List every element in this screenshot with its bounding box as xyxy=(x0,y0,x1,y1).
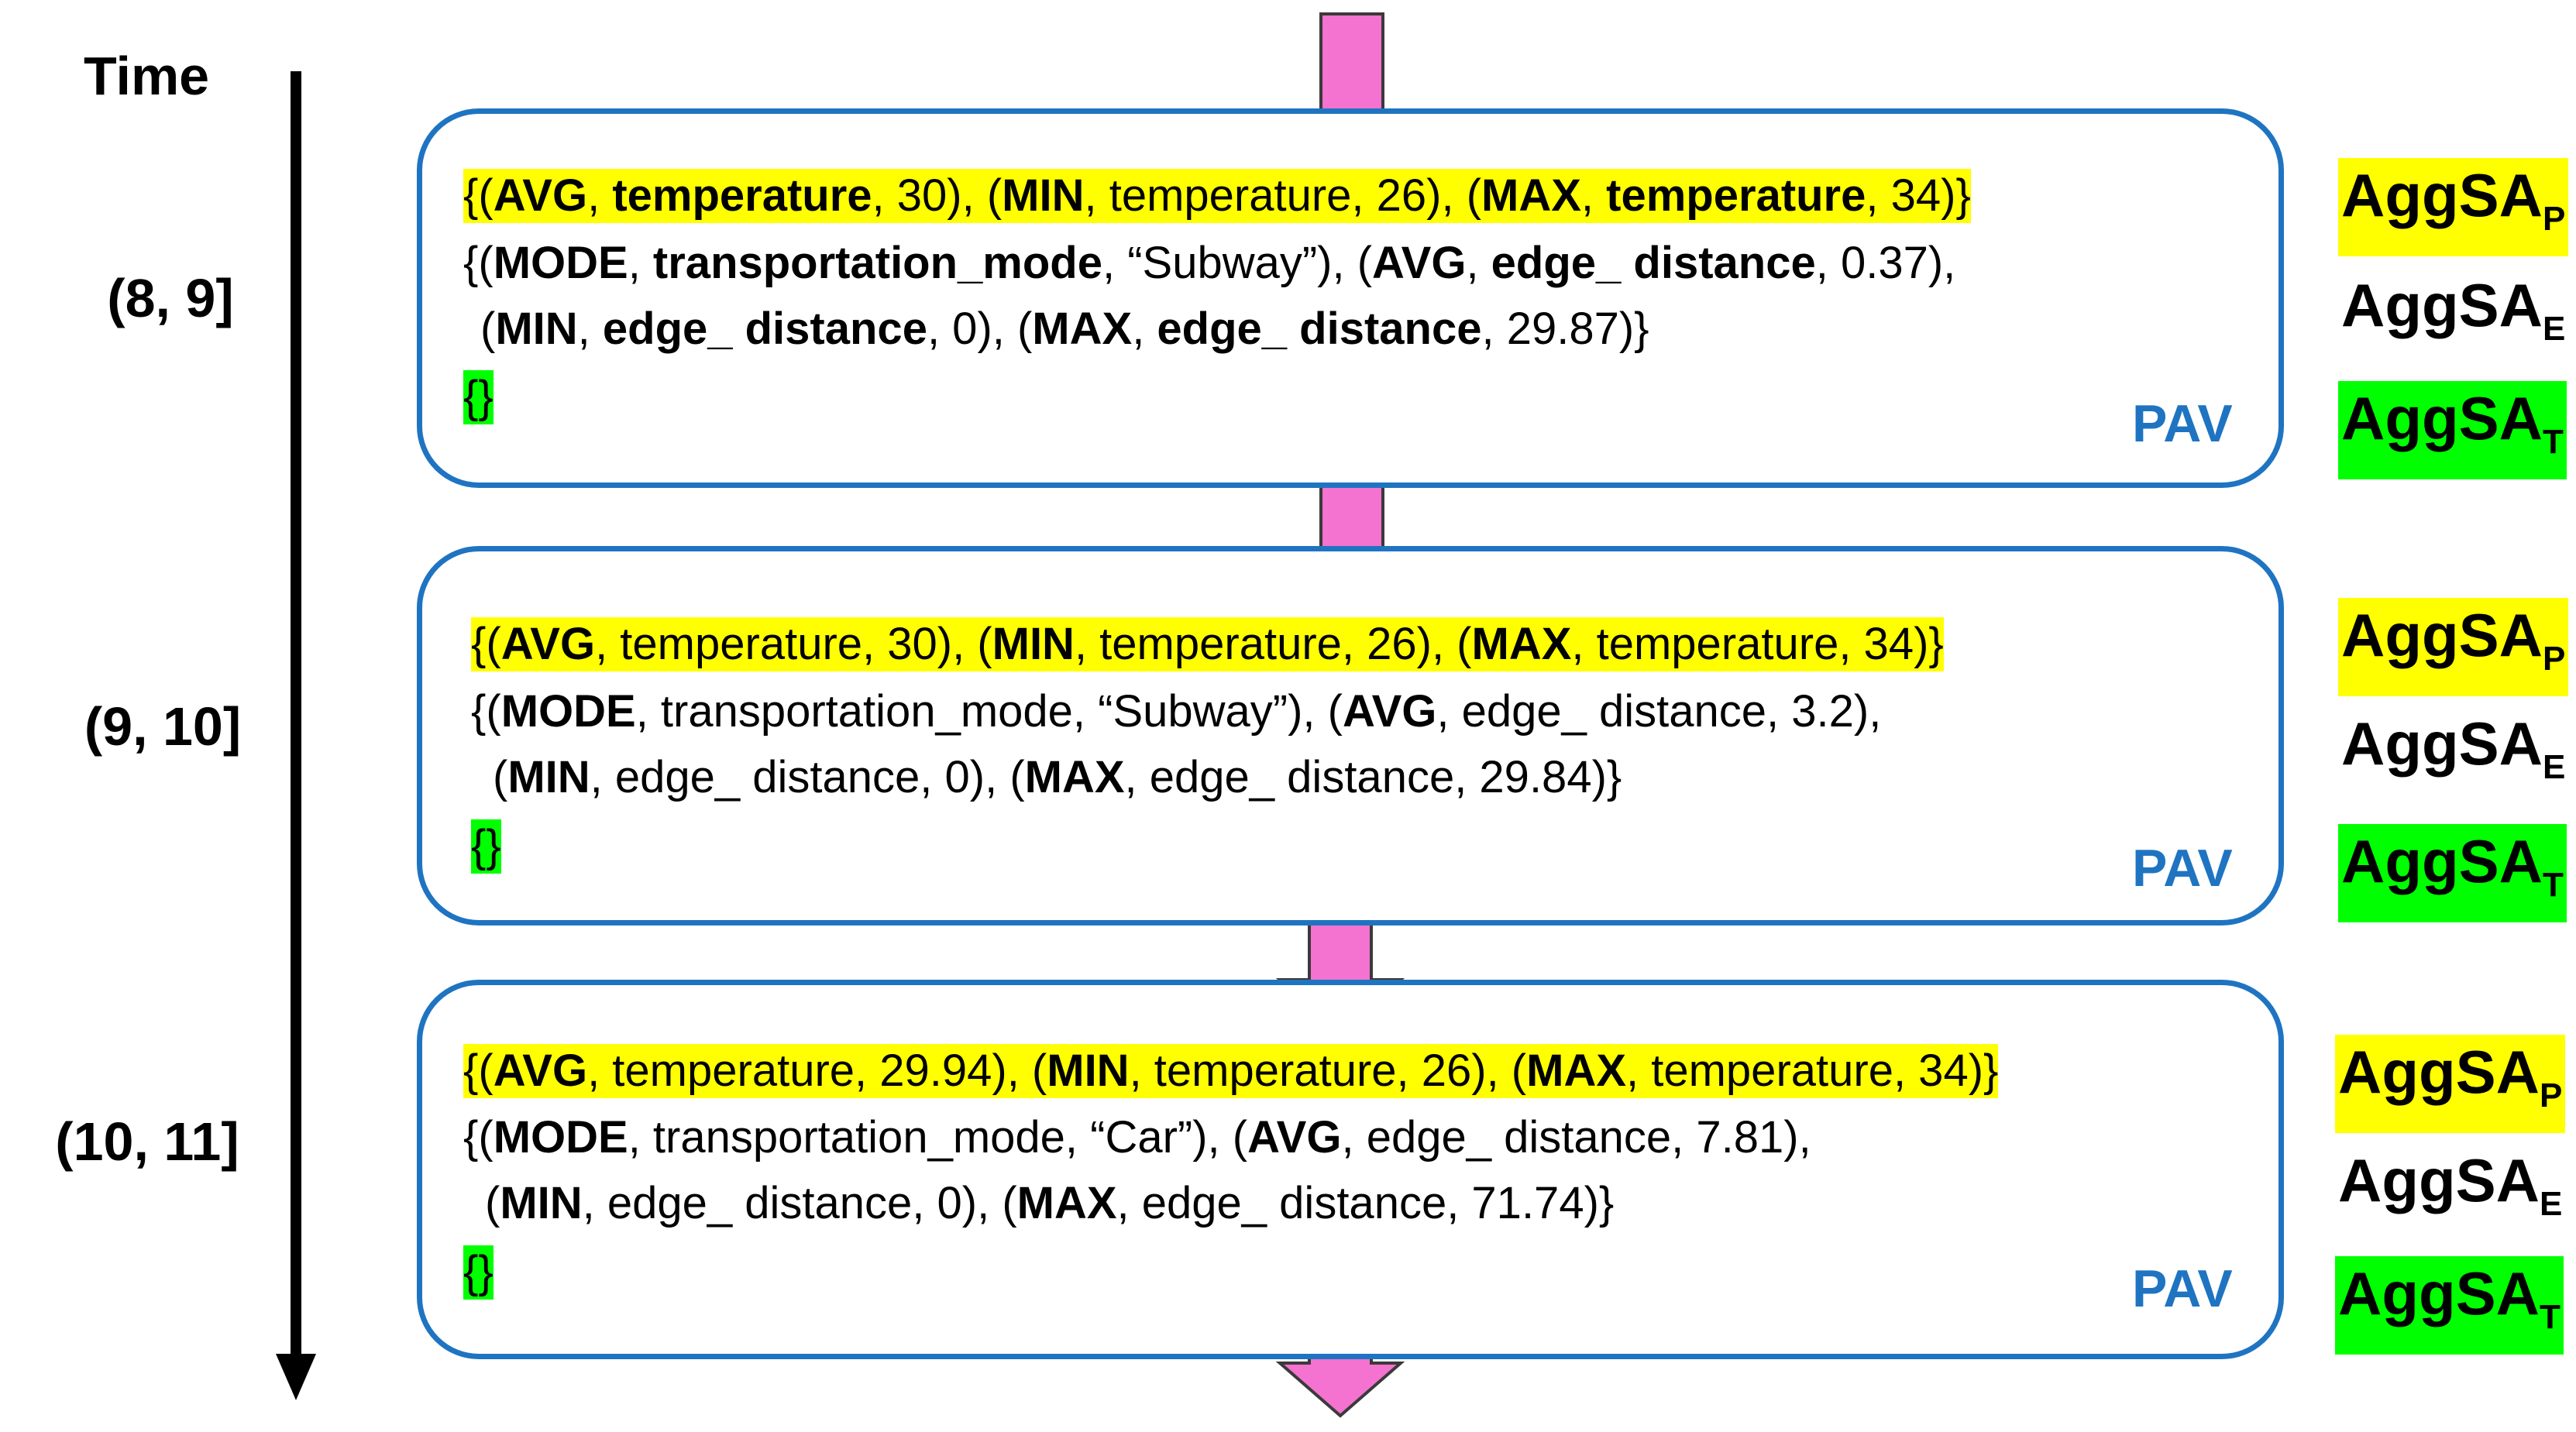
interval-label-2: (9, 10] xyxy=(84,696,242,757)
pav1-aggsa-e-line-2: (MIN, edge_ distance, 0), (MAX, edge_ di… xyxy=(480,304,1649,354)
aggsa-t-label-2: AggSAT xyxy=(2338,824,2567,922)
pav-box-1 xyxy=(417,108,2284,488)
aggsa-e-label-2: AggSAE xyxy=(2341,709,2566,786)
pav2-aggsa-e-line-2: (MIN, edge_ distance, 0), (MAX, edge_ di… xyxy=(493,752,1622,802)
pav2-aggsa-e-line-1: {(MODE, transportation_mode, “Subway”), … xyxy=(471,686,1882,737)
pav3-aggsa-e-line-1: {(MODE, transportation_mode, “Car”), (AV… xyxy=(463,1112,1811,1162)
interval-label-1: (8, 9] xyxy=(107,268,234,328)
time-axis-label: Time xyxy=(84,46,210,106)
pav-box-2 xyxy=(417,546,2284,925)
pav3-aggsa-t-line: {} xyxy=(463,1245,494,1300)
time-axis-arrowhead xyxy=(276,1354,316,1400)
pav2-aggsa-p-line: {(AVG, temperature, 30), (MIN, temperatu… xyxy=(471,617,1944,671)
aggsa-e-label-3: AggSAE xyxy=(2338,1146,2563,1223)
pav2-aggsa-t-line: {} xyxy=(471,819,501,874)
pav1-aggsa-e-line-1: {(MODE, transportation_mode, “Subway”), … xyxy=(463,238,1956,288)
pav3-aggsa-p-line: {(AVG, temperature, 29.94), (MIN, temper… xyxy=(463,1044,1999,1098)
interval-label-3: (10, 11] xyxy=(55,1111,239,1172)
pav-label-1: PAV xyxy=(2132,394,2233,453)
aggsa-p-label-2: AggSAP xyxy=(2338,598,2569,696)
aggsa-p-label-3: AggSAP xyxy=(2335,1035,2566,1133)
aggsa-t-label-1: AggSAT xyxy=(2338,381,2567,479)
pav-box-3 xyxy=(417,980,2284,1359)
pav1-aggsa-p-line: {(AVG, temperature, 30), (MIN, temperatu… xyxy=(463,169,1971,223)
pav1-aggsa-t-line: {} xyxy=(463,370,494,424)
aggsa-e-label-1: AggSAE xyxy=(2341,271,2566,348)
pav-label-2: PAV xyxy=(2132,839,2233,898)
aggsa-p-label-1: AggSAP xyxy=(2338,158,2569,256)
pav3-aggsa-e-line-2: (MIN, edge_ distance, 0), (MAX, edge_ di… xyxy=(485,1178,1615,1228)
aggsa-t-label-3: AggSAT xyxy=(2335,1256,2564,1355)
pav-label-3: PAV xyxy=(2132,1259,2233,1318)
